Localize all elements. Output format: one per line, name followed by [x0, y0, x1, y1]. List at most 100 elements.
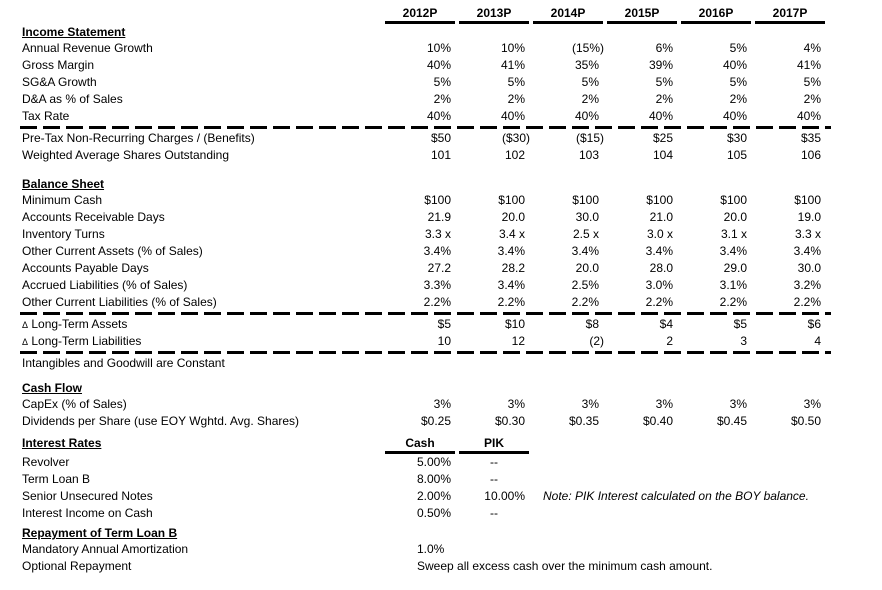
cell-value: 3.3 x — [424, 227, 451, 241]
cell-value: $35 — [800, 131, 821, 145]
cell-value: 41% — [500, 58, 525, 72]
cell-value: 3% — [581, 397, 599, 411]
delta-symbol: Δ — [22, 337, 29, 347]
row-label: Other Current Liabilities (% of Sales) — [22, 295, 217, 309]
cell-value: 2.2% — [793, 295, 821, 309]
cell-value: 5% — [729, 41, 747, 55]
cell-value: $0.25 — [420, 414, 451, 428]
row-note: Note: PIK Interest calculated on the BOY… — [543, 489, 809, 503]
cell-value: 28.0 — [649, 261, 673, 275]
row-label: Accounts Receivable Days — [22, 210, 165, 224]
cell-value: 5% — [803, 75, 821, 89]
cell-value: 2% — [433, 92, 451, 106]
interest-rates-header-row: Interest Rates Cash PIK — [22, 434, 882, 454]
cell-value: 10 — [437, 334, 451, 348]
cell-value: 21.9 — [427, 210, 451, 224]
cell-value: $50 — [430, 131, 451, 145]
cell-value: 2% — [655, 92, 673, 106]
table-row: Optional Repayment Sweep all excess cash … — [22, 558, 882, 575]
table-row: Annual Revenue Growth 10% 10% (15%) 6% 5% 4% — [22, 40, 882, 57]
cell-value: 2 — [666, 334, 673, 348]
cell-value: 2.2% — [497, 295, 525, 309]
row-label: Accrued Liabilities (% of Sales) — [22, 278, 188, 292]
cell-value: 3.1 x — [720, 227, 747, 241]
cell-value: $0.30 — [494, 414, 525, 428]
cell-value: 20.0 — [575, 261, 599, 275]
cell-value: 20.0 — [723, 210, 747, 224]
cell-value: 2.2% — [645, 295, 673, 309]
year-header-2016p: 2016P — [681, 6, 751, 24]
cell-value: (15%) — [571, 41, 604, 55]
cell-value: 2.2% — [719, 295, 747, 309]
cell-value: 2% — [803, 92, 821, 106]
table-row: Accounts Payable Days 27.2 28.2 20.0 28.0 29.… — [22, 260, 882, 277]
cell-value: 40% — [722, 109, 747, 123]
cell-value: $8 — [585, 317, 599, 331]
section-title-income-statement: Income Statement — [22, 24, 882, 40]
section-title-text: Balance Sheet — [22, 177, 105, 191]
delta-symbol: Δ — [22, 320, 29, 330]
cell-value: 3.4% — [645, 244, 673, 258]
cell-value: 27.2 — [427, 261, 451, 275]
table-row: Interest Income on Cash 0.50% -- — [22, 505, 882, 522]
table-row: Δ Long-Term Liabilities 10 12 (2) 2 3 4 — [22, 333, 882, 350]
dashed-divider — [20, 351, 831, 354]
cell-value: $100 — [498, 193, 525, 207]
year-header-row: 2012P 2013P 2014P 2015P 2016P 2017P — [22, 6, 882, 24]
cell-value: 28.2 — [501, 261, 525, 275]
cell-value: $100 — [646, 193, 673, 207]
cell-value: $100 — [424, 193, 451, 207]
cell-value: 2% — [581, 92, 599, 106]
cell-value: 12 — [511, 334, 525, 348]
cell-value: 29.0 — [723, 261, 747, 275]
cell-value: $25 — [652, 131, 673, 145]
cell-value: $0.45 — [716, 414, 747, 428]
interest-col-header-cash: Cash — [385, 436, 455, 454]
cell-value: 5% — [433, 75, 451, 89]
cell-value: 2% — [507, 92, 525, 106]
cell-value: 3.4 x — [498, 227, 525, 241]
cell-value: 104 — [652, 148, 673, 162]
cell-value: $100 — [572, 193, 599, 207]
cell-value: 4% — [803, 41, 821, 55]
cell-value: 105 — [726, 148, 747, 162]
cell-value: 35% — [574, 58, 599, 72]
cell-value: 4 — [814, 334, 821, 348]
cell-value: 40% — [648, 109, 673, 123]
cell-value: -- — [490, 472, 498, 486]
cell-value: 3 — [740, 334, 747, 348]
cell-value: 5% — [655, 75, 673, 89]
year-header-2017p: 2017P — [755, 6, 825, 24]
cell-value: 41% — [796, 58, 821, 72]
cell-value: 2% — [729, 92, 747, 106]
row-label: Mandatory Annual Amortization — [22, 542, 189, 556]
row-label: Δ Long-Term Assets — [22, 317, 128, 331]
row-label: Weighted Average Shares Outstanding — [22, 148, 230, 162]
cell-value: 3% — [507, 397, 525, 411]
cell-value: (2) — [589, 334, 604, 348]
cell-value: 3.3% — [423, 278, 451, 292]
table-row: Weighted Average Shares Outstanding 101 10… — [22, 147, 882, 164]
row-label: Δ Long-Term Liabilities — [22, 334, 142, 348]
cell-value: 5% — [729, 75, 747, 89]
year-header-2014p: 2014P — [533, 6, 603, 24]
section-title-text: Income Statement — [22, 25, 126, 39]
cell-value: $0.35 — [568, 414, 599, 428]
cell-value: 5.00% — [416, 455, 451, 469]
cell-value: 40% — [426, 109, 451, 123]
row-text-value: Sweep all excess cash over the minimum c… — [417, 559, 713, 573]
interest-rates-rows: Revolver 5.00% -- Term Loan B 8.00% -- Senior … — [22, 454, 882, 522]
cell-value: 5% — [581, 75, 599, 89]
table-row: Minimum Cash $100 $100 $100 $100 $100 $100 — [22, 192, 882, 209]
row-label: Minimum Cash — [22, 193, 103, 207]
row-label: Dividends per Share (use EOY Wghtd. Avg.… — [22, 414, 300, 428]
table-row: Pre-Tax Non-Recurring Charges / (Benefit… — [22, 130, 882, 147]
table-row: Gross Margin 40% 41% 35% 39% 40% 41% — [22, 57, 882, 74]
cell-value: 0.50% — [416, 506, 451, 520]
cell-value: 3.4% — [571, 244, 599, 258]
section-title-text: Repayment of Term Loan B — [22, 526, 178, 540]
cell-value: 102 — [504, 148, 525, 162]
cell-value: ($30) — [501, 131, 530, 145]
row-label: Accounts Payable Days — [22, 261, 149, 275]
cell-value: 3.4% — [719, 244, 747, 258]
